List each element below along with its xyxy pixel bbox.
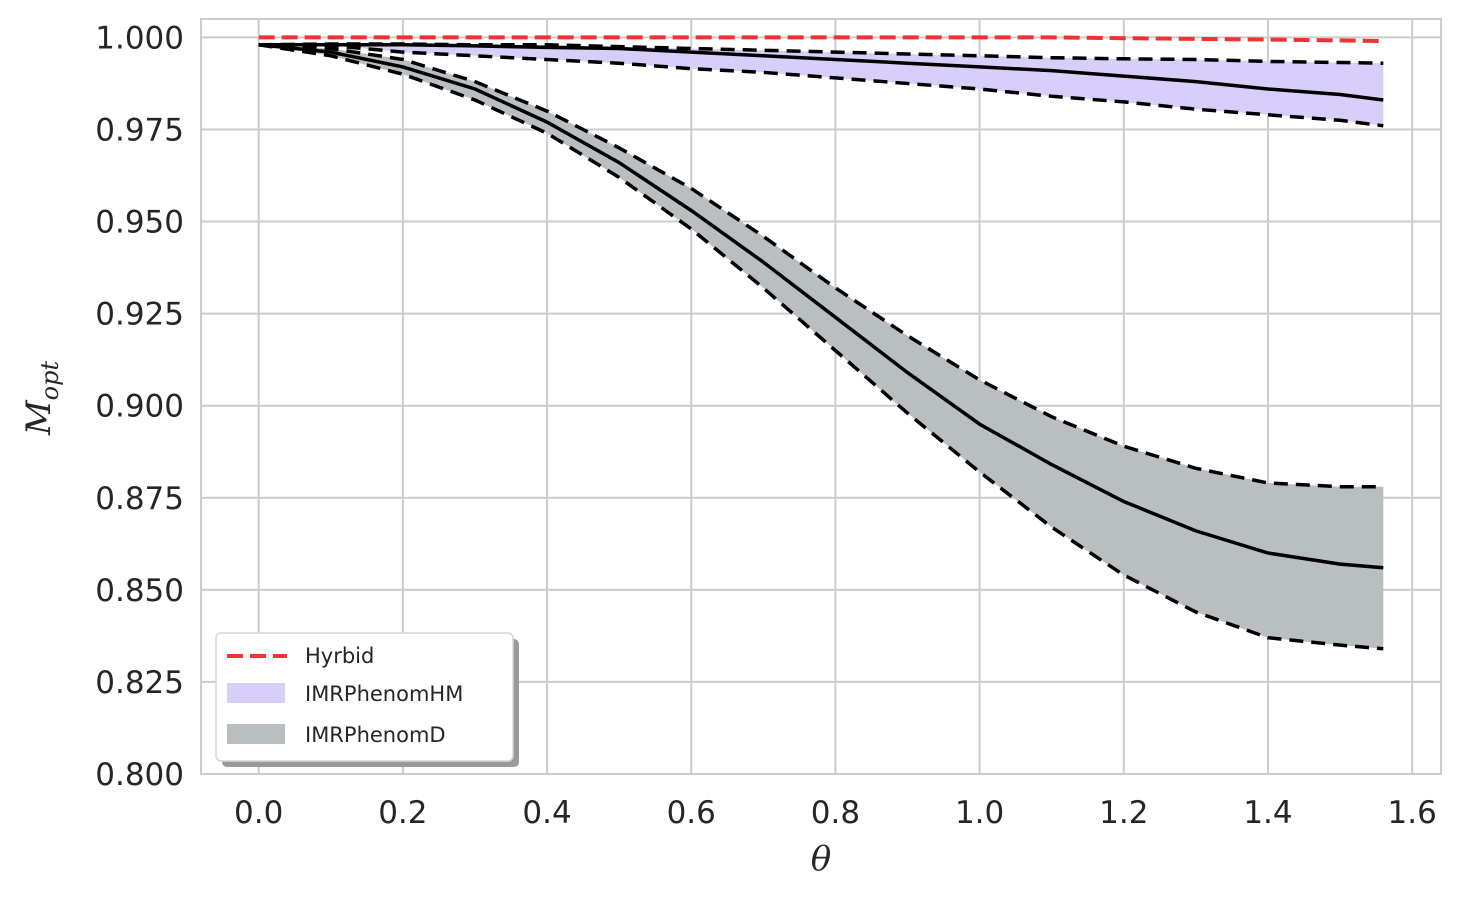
line-hyrbid xyxy=(258,35,1384,44)
legend: Hyrbid IMRPhenomHM IMRPhenomD xyxy=(215,632,519,767)
line-imrphenomd-upper xyxy=(258,43,1384,489)
y-axis-label-main: M xyxy=(19,399,59,436)
y-tick-label: 1.000 xyxy=(95,20,184,56)
bands xyxy=(258,44,1384,649)
y-tick-labels: 0.800 0.825 0.850 0.875 0.900 0.925 0.950 0.975… xyxy=(95,20,184,793)
x-tick-label: 0.6 xyxy=(667,795,716,831)
legend-label-imrphenomd: IMRPhenomD xyxy=(305,723,446,747)
band-imrphenomhm xyxy=(258,44,1384,126)
x-tick-label: 1.4 xyxy=(1243,795,1292,831)
y-axis-label: Mopt xyxy=(19,361,64,437)
legend-label-imrphenomhm: IMRPhenomHM xyxy=(305,682,463,706)
line-imrphenomhm-lower xyxy=(258,43,1384,128)
line-imrphenomhm-upper xyxy=(258,42,1384,65)
y-axis-label-sub: opt xyxy=(36,361,64,401)
plot-frame xyxy=(200,18,1442,775)
x-tick-label: 1.2 xyxy=(1099,795,1148,831)
x-tick-label: 0.8 xyxy=(811,795,860,831)
y-tick-label: 0.900 xyxy=(95,389,184,425)
y-tick-label: 0.975 xyxy=(95,112,184,148)
y-tick-label: 0.925 xyxy=(95,297,184,333)
legend-swatch-imrphenomd xyxy=(227,724,285,744)
x-tick-labels: 0.0 0.2 0.4 0.6 0.8 1.0 1.2 1.4 1.6 xyxy=(234,795,1437,831)
line-imrphenomhm-median xyxy=(258,43,1384,102)
line-imrphenomd-median xyxy=(258,43,1384,570)
y-tick-label: 0.800 xyxy=(95,757,184,793)
band-imrphenomd xyxy=(258,44,1384,649)
y-tick-label: 0.825 xyxy=(95,665,184,701)
x-tick-label: 0.0 xyxy=(234,795,283,831)
y-tick-label: 0.875 xyxy=(95,481,184,517)
x-tick-label: 1.6 xyxy=(1388,795,1437,831)
legend-box xyxy=(215,632,514,762)
x-tick-label: 1.0 xyxy=(955,795,1004,831)
y-tick-label: 0.850 xyxy=(95,573,184,609)
x-tick-label: 0.2 xyxy=(378,795,427,831)
legend-swatch-imrphenomhm xyxy=(227,683,285,703)
y-tick-label: 0.950 xyxy=(95,205,184,241)
legend-label-hyrbid: Hyrbid xyxy=(305,644,374,668)
svg-text:Mopt: Mopt xyxy=(19,361,64,437)
lines xyxy=(258,35,1384,651)
line-imrphenomd-lower xyxy=(258,43,1384,651)
x-tick-label: 0.4 xyxy=(522,795,571,831)
x-axis-label: θ xyxy=(811,839,831,879)
